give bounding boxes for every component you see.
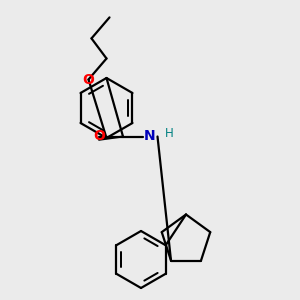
Text: O: O	[82, 73, 94, 86]
Text: O: O	[93, 130, 105, 143]
Text: N: N	[144, 130, 156, 143]
Text: H: H	[165, 127, 174, 140]
